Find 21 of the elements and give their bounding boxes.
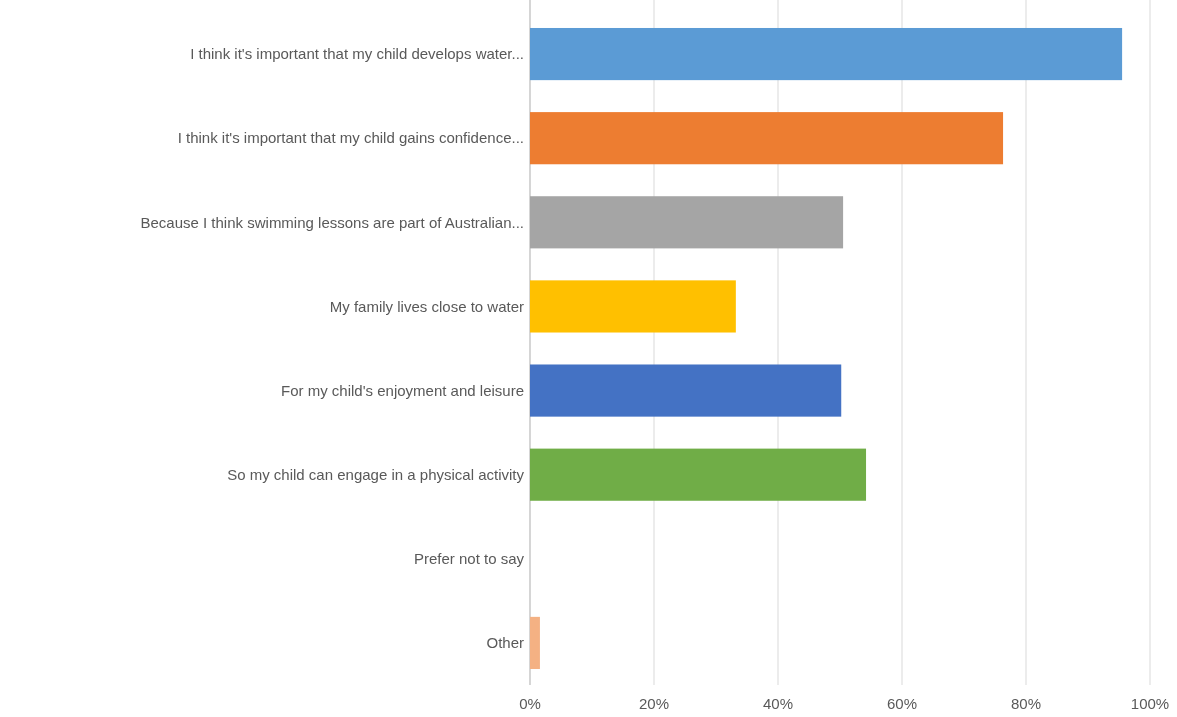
y-tick-label: Prefer not to say bbox=[413, 550, 525, 568]
y-tick-label: Because I think swimming lessons are part of Australian... bbox=[140, 213, 524, 231]
x-tick-label: 20% bbox=[638, 695, 670, 712]
bar bbox=[530, 616, 540, 670]
bar bbox=[530, 364, 842, 417]
x-tick-label: 60% bbox=[886, 695, 918, 712]
bar bbox=[530, 112, 1004, 165]
y-tick-label: So my child can engage in a physical activity bbox=[227, 465, 525, 483]
x-tick-label: 80% bbox=[1010, 695, 1042, 712]
y-tick-label: I think it's important that my child develops water... bbox=[190, 45, 524, 63]
bar bbox=[530, 27, 1123, 81]
bar bbox=[530, 448, 867, 501]
bar bbox=[530, 280, 736, 333]
bar bbox=[530, 196, 844, 249]
y-tick-label: For my child's enjoyment and leisure bbox=[281, 381, 524, 399]
y-tick-label: My family lives close to water bbox=[329, 297, 524, 315]
y-tick-label: I think it's important that my child gains confidence... bbox=[177, 129, 524, 147]
x-tick-label: 0% bbox=[519, 695, 541, 712]
y-tick-label: Other bbox=[486, 634, 524, 652]
x-tick-label: 100% bbox=[1130, 695, 1170, 712]
x-tick-label: 40% bbox=[762, 695, 794, 712]
